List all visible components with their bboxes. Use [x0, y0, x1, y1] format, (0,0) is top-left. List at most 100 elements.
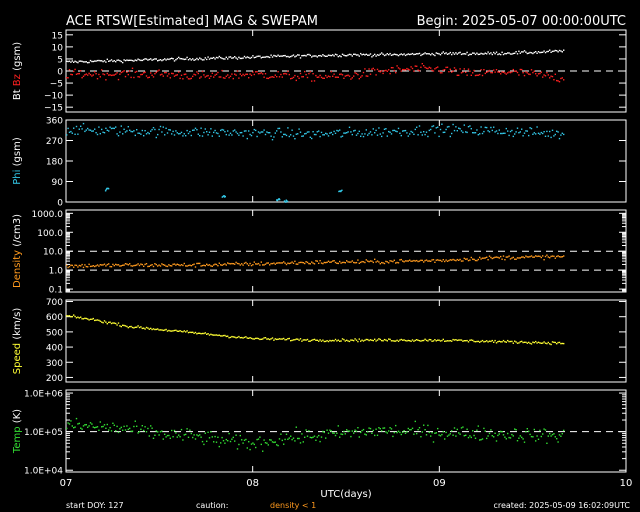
data-point [151, 328, 153, 331]
data-point [444, 131, 446, 133]
data-point [558, 256, 561, 258]
data-point [152, 76, 155, 78]
data-point [481, 257, 484, 259]
data-point [395, 72, 397, 74]
data-point [196, 262, 198, 265]
data-point [316, 56, 318, 58]
data-point [320, 262, 323, 264]
data-point [557, 255, 559, 257]
data-point [238, 335, 240, 338]
data-point [259, 55, 261, 57]
data-point [81, 128, 83, 130]
data-point [536, 435, 538, 437]
data-point [102, 322, 104, 324]
data-point [325, 340, 327, 343]
data-point [563, 342, 565, 345]
data-point [294, 440, 296, 442]
data-point [432, 259, 435, 261]
data-point [316, 131, 318, 133]
data-point [197, 72, 199, 75]
data-point [480, 340, 482, 343]
y-tick-label: 5 [57, 55, 63, 65]
data-point [407, 427, 409, 430]
data-point [448, 434, 450, 436]
data-point [269, 439, 271, 441]
data-point [409, 53, 411, 56]
data-point [243, 74, 246, 77]
data-point [98, 265, 100, 267]
data-point [393, 259, 395, 261]
data-point [94, 71, 96, 73]
y-axis-label-part: Phi [12, 170, 23, 185]
data-point [113, 264, 115, 267]
data-point [319, 135, 321, 138]
data-point [488, 340, 491, 342]
data-point [113, 127, 115, 130]
data-point [201, 59, 204, 61]
data-point [498, 257, 500, 259]
data-point [365, 434, 367, 436]
data-point [560, 435, 562, 437]
data-point [470, 74, 472, 76]
data-point [256, 135, 258, 138]
data-point [246, 73, 248, 75]
data-point [354, 53, 356, 55]
data-point [355, 261, 358, 264]
data-point [133, 76, 135, 79]
data-point [263, 56, 265, 58]
data-point [304, 262, 306, 265]
data-point [246, 447, 248, 449]
data-point [290, 55, 292, 58]
data-point [497, 132, 499, 135]
data-point [393, 69, 395, 72]
data-point [512, 342, 514, 344]
data-point [358, 78, 360, 80]
data-point [382, 340, 384, 342]
data-point [281, 55, 283, 57]
data-point [178, 330, 180, 332]
data-point [168, 434, 170, 437]
data-point [68, 423, 71, 425]
data-point [101, 264, 103, 266]
data-point [133, 425, 135, 428]
data-point [537, 132, 540, 134]
data-point [494, 339, 496, 342]
data-point [77, 61, 79, 64]
data-point [449, 340, 451, 342]
data-point [453, 129, 456, 132]
data-point [68, 315, 71, 317]
data-point [367, 431, 369, 433]
data-point [248, 337, 250, 339]
data-point [88, 425, 90, 427]
data-point [242, 337, 244, 339]
data-point [474, 53, 477, 56]
data-point [92, 74, 94, 76]
data-point [484, 126, 486, 129]
data-point [418, 125, 421, 127]
data-point [434, 132, 436, 134]
data-point [148, 328, 150, 330]
data-point [284, 72, 286, 75]
data-point [336, 262, 338, 264]
data-point [94, 319, 96, 322]
data-point [389, 260, 391, 262]
data-point [215, 56, 218, 59]
data-point [113, 322, 115, 324]
data-point [291, 339, 293, 342]
data-point [488, 53, 491, 55]
data-point [131, 326, 134, 329]
data-point [551, 129, 554, 131]
data-point [522, 438, 524, 440]
data-point [472, 52, 474, 54]
data-point [112, 60, 114, 63]
data-point [241, 57, 243, 60]
data-point [354, 129, 356, 132]
data-point [147, 265, 149, 268]
data-point [291, 55, 293, 57]
data-point [277, 71, 279, 73]
data-point [249, 57, 251, 59]
data-point [481, 74, 484, 77]
series-phi [66, 122, 565, 203]
data-point [556, 438, 558, 440]
